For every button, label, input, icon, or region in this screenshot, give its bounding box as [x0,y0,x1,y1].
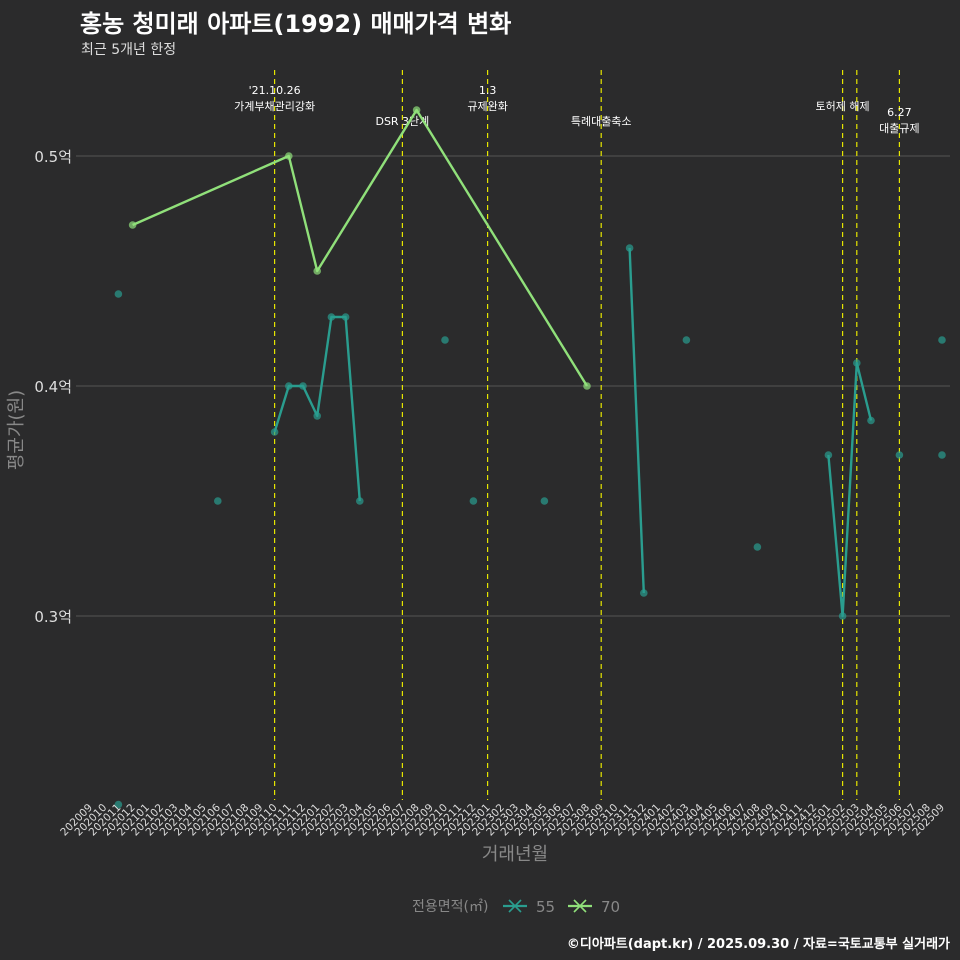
data-point-55 [327,313,336,321]
data-point-55 [625,244,634,252]
event-label: 가계부채관리강화 [234,100,315,113]
data-point-55 [270,428,279,436]
source-caption: ©디아파트(dapt.kr) / 2025.09.30 / 자료=국토교통부 실… [566,937,950,952]
data-point-70 [412,106,421,114]
data-point-55 [114,290,123,298]
data-point-70 [583,382,591,390]
data-point-55 [341,313,350,321]
data-point-55 [214,497,222,505]
data-point-55 [938,451,946,459]
event-label: 토허제 해제 [816,99,870,113]
data-point-55 [938,336,946,344]
y-tick-label: 0.3억 [34,608,72,626]
series-lines [132,108,873,618]
data-point-55 [853,359,861,367]
event-label: 6.27 [887,106,912,119]
event-label: 특례대출축소 [571,115,632,128]
data-point-55 [753,543,762,551]
event-label: 대출규제 [879,122,919,135]
series-line-55 [628,247,645,594]
data-point-55 [114,800,123,809]
data-point-55 [356,497,364,505]
axes: 0.3억0.4억0.5억2020092020102020112020122021… [6,148,947,865]
data-point-55 [682,336,691,344]
legend-key-cross-70 [573,899,587,913]
event-label: DSR 3단계 [375,115,429,128]
y-axis-title: 평균가(원) [6,390,27,470]
series-line-55 [273,315,361,502]
data-point-70 [285,152,293,160]
event-label: 1.3 [479,84,497,97]
data-point-55 [640,589,648,597]
data-point-55 [824,451,833,459]
data-point-55 [299,382,307,390]
event-label: '21.10.26 [249,84,301,97]
event-label: 규제완화 [467,100,507,113]
series-line-70 [132,108,589,387]
legend: 전용면적(㎡) 55 70 [412,898,620,916]
data-point-55 [285,382,293,390]
legend-title: 전용면적(㎡) [412,899,488,915]
data-point-55 [313,412,322,420]
data-point-70 [313,267,322,275]
data-point-55 [469,497,478,505]
y-tick-label: 0.5억 [34,148,72,166]
legend-label-55: 55 [536,898,555,916]
chart-title: 홍농 청미래 아파트(1992) 매매가격 변화 [80,10,512,38]
data-point-55 [540,497,549,505]
data-point-70 [128,221,137,229]
y-tick-label: 0.4억 [34,378,72,396]
data-point-55 [895,451,904,459]
legend-key-cross-55 [508,899,522,913]
data-point-55 [867,416,875,425]
data-point-55 [441,336,449,344]
chart-subtitle: 최근 5개년 한정 [81,42,177,58]
legend-label-70: 70 [601,898,620,916]
data-point-55 [838,612,847,620]
grid-lines [76,155,950,617]
series-line-55 [827,361,873,618]
data-points [114,106,946,809]
x-axis-title: 거래년월 [482,844,548,865]
